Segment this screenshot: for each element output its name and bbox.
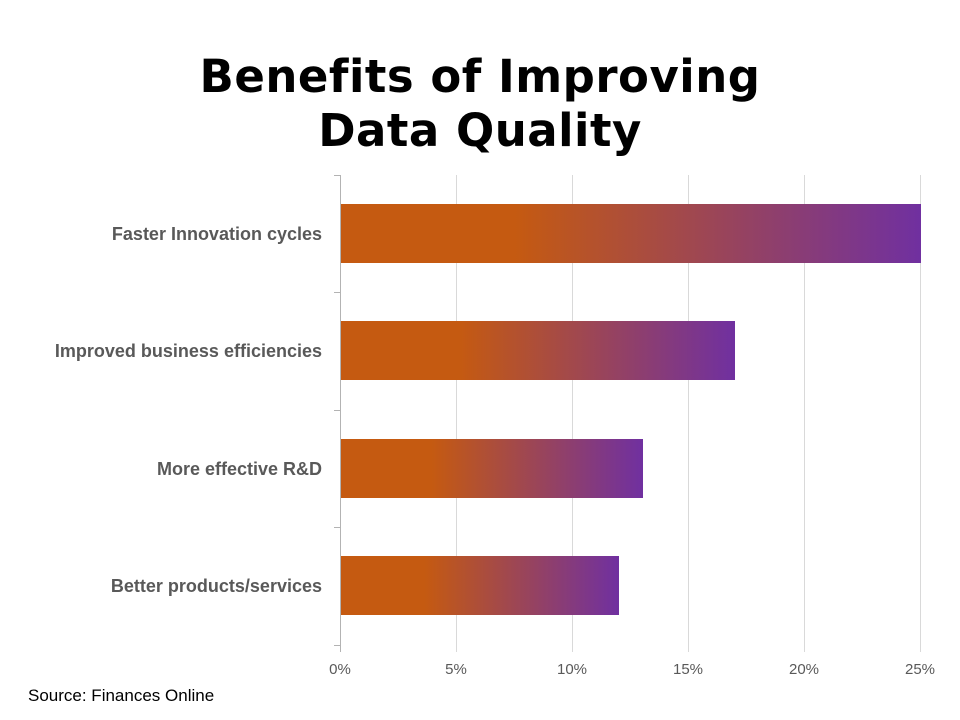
bar-improved-business-efficiencies	[341, 321, 736, 380]
bar-more-effective-rd	[341, 439, 643, 498]
category-axis: Faster Innovation cycles Improved busine…	[0, 175, 322, 645]
bar-faster-innovation-cycles	[341, 204, 921, 263]
gridline-20pct	[804, 175, 805, 652]
gridline-5pct	[456, 175, 457, 652]
x-tick-label-25: 25%	[904, 661, 936, 678]
gridline-10pct	[572, 175, 573, 652]
x-tick-label-10: 10%	[556, 661, 588, 678]
bar-row	[340, 175, 921, 293]
bar-row	[340, 292, 920, 410]
plot-area	[334, 175, 921, 652]
category-label-faster-innovation-cycles: Faster Innovation cycles	[111, 223, 322, 244]
x-tick-label-20: 20%	[788, 661, 820, 678]
category-label-more-effective-rd: More effective R&D	[156, 458, 322, 479]
gridline-15pct	[688, 175, 689, 652]
category-tick	[334, 645, 340, 646]
bar-better-products-services	[341, 556, 620, 615]
x-tick-label-0: 0%	[329, 661, 351, 678]
bar-row	[340, 410, 920, 528]
x-tick-label-5: 5%	[445, 661, 467, 678]
category-tick	[334, 527, 340, 528]
gridline-25pct	[920, 175, 921, 652]
category-label-better-products-services: Better products/services	[110, 575, 322, 596]
bar-row	[340, 527, 920, 645]
chart-title-line1: Benefits of Improving	[199, 50, 761, 103]
value-axis-line	[340, 175, 341, 652]
chart-title: Benefits of Improving Data Quality	[0, 50, 960, 158]
x-tick-label-15: 15%	[672, 661, 704, 678]
source-note: Source: Finances Online	[28, 686, 215, 705]
category-tick	[334, 175, 340, 176]
category-tick	[334, 410, 340, 411]
category-label-improved-business-efficiencies: Improved business efficiencies	[54, 340, 322, 361]
value-axis: 0% 5% 10% 15% 20% 25%	[329, 661, 935, 683]
chart-title-line2: Data Quality	[318, 104, 642, 157]
category-tick	[334, 292, 340, 293]
